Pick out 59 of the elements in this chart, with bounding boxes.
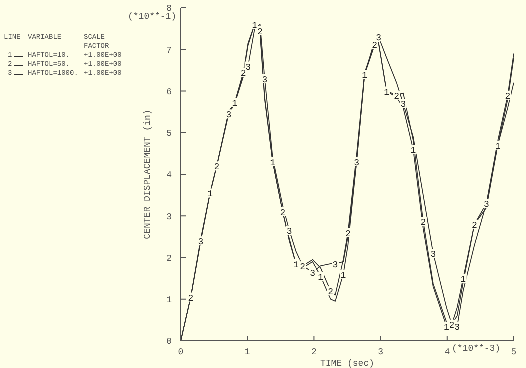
text: 2: [328, 288, 334, 298]
text: 1: [362, 71, 368, 82]
text: 3: [376, 34, 382, 44]
text: 1: [252, 21, 258, 32]
text: 1: [384, 88, 390, 98]
y-tick-label: 4: [166, 170, 172, 181]
x-axis-title: TIME (sec): [320, 359, 375, 368]
text: 3: [226, 110, 232, 121]
text: 3: [332, 260, 338, 270]
text: 1: [340, 270, 346, 281]
text: 2: [214, 162, 220, 173]
text: 2: [300, 262, 306, 273]
y-tick-label: 7: [166, 46, 172, 56]
annotation: 3: [198, 238, 204, 248]
text: 3: [354, 158, 360, 169]
text: 3: [286, 227, 292, 238]
text: 1: [232, 98, 238, 109]
text: 2: [472, 220, 478, 231]
text: 1: [410, 146, 416, 156]
text: 2: [420, 218, 426, 228]
text: (*10**-3): [452, 344, 501, 354]
text: 2: [394, 92, 400, 102]
x-tick-label: 5: [511, 347, 517, 358]
text: 2: [449, 320, 455, 331]
x-tick-label: 4: [444, 347, 450, 358]
text: 3: [262, 75, 268, 86]
y-axis-title: CENTER DISPLACEMENT (in): [143, 110, 154, 240]
y-tick-label: 0: [166, 337, 172, 348]
text: 2: [505, 92, 511, 102]
text: 1: [495, 142, 501, 152]
text: 2: [240, 69, 246, 80]
text: (*10**-1): [128, 12, 177, 22]
text: 1: [294, 260, 299, 270]
text: 2: [372, 41, 378, 52]
text: 1: [318, 272, 324, 283]
text: 1: [270, 158, 276, 169]
text: 2: [280, 208, 286, 218]
x-tick-label: 0: [178, 347, 184, 358]
x-tick-label: 2: [311, 347, 317, 358]
text: 3: [430, 250, 436, 260]
text: 3: [246, 62, 251, 73]
y-tick-label: 5: [166, 129, 172, 140]
text: 2: [345, 229, 351, 240]
y-tick-label: 6: [166, 87, 172, 98]
annotation: 2: [188, 294, 194, 304]
y-tick-label: 2: [166, 254, 172, 264]
y-tick-label: 1: [166, 296, 172, 306]
text: 1: [460, 275, 466, 286]
y-tick-label: 8: [166, 4, 172, 14]
annotation: 1: [208, 190, 214, 200]
x-tick-label: 1: [244, 347, 250, 358]
text: 3: [310, 268, 316, 279]
text: 3: [400, 100, 406, 110]
y-tick-label: 3: [166, 212, 172, 222]
text: 1: [444, 322, 450, 333]
text: 3: [454, 322, 460, 333]
x-tick-label: 3: [378, 347, 384, 358]
text: 2: [258, 27, 263, 38]
text: 3: [484, 200, 490, 210]
